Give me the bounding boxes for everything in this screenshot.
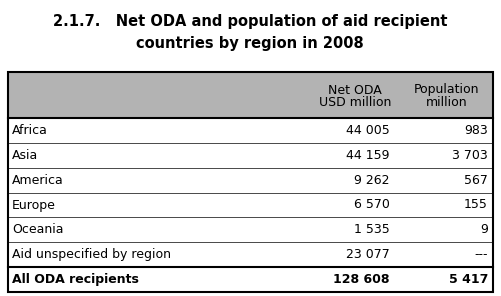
Text: Africa: Africa bbox=[12, 124, 48, 137]
Text: Asia: Asia bbox=[12, 149, 38, 162]
Text: USD million: USD million bbox=[319, 96, 391, 110]
Text: million: million bbox=[426, 96, 467, 110]
Text: All ODA recipients: All ODA recipients bbox=[12, 273, 139, 286]
Bar bbox=[8, 72, 493, 118]
Text: 3 703: 3 703 bbox=[452, 149, 488, 162]
Text: 5 417: 5 417 bbox=[448, 273, 488, 286]
Text: 567: 567 bbox=[464, 174, 488, 187]
Text: Population: Population bbox=[414, 83, 479, 96]
Text: Europe: Europe bbox=[12, 199, 56, 212]
Text: 983: 983 bbox=[464, 124, 488, 137]
Text: America: America bbox=[12, 174, 64, 187]
Text: Aid unspecified by region: Aid unspecified by region bbox=[12, 248, 171, 261]
Text: countries by region in 2008: countries by region in 2008 bbox=[136, 36, 364, 51]
Text: 6 570: 6 570 bbox=[354, 199, 390, 212]
Text: 128 608: 128 608 bbox=[334, 273, 390, 286]
Text: 9: 9 bbox=[480, 223, 488, 237]
Text: 155: 155 bbox=[464, 199, 488, 212]
Text: 2.1.7.   Net ODA and population of aid recipient: 2.1.7. Net ODA and population of aid rec… bbox=[53, 14, 447, 29]
Text: 44 005: 44 005 bbox=[346, 124, 390, 137]
Text: 9 262: 9 262 bbox=[355, 174, 390, 187]
Text: ---: --- bbox=[474, 248, 488, 261]
Text: 23 077: 23 077 bbox=[346, 248, 390, 261]
Bar bbox=[8, 72, 493, 292]
Text: Net ODA: Net ODA bbox=[328, 83, 382, 96]
Text: Oceania: Oceania bbox=[12, 223, 64, 237]
Text: 1 535: 1 535 bbox=[354, 223, 390, 237]
Text: 44 159: 44 159 bbox=[347, 149, 390, 162]
